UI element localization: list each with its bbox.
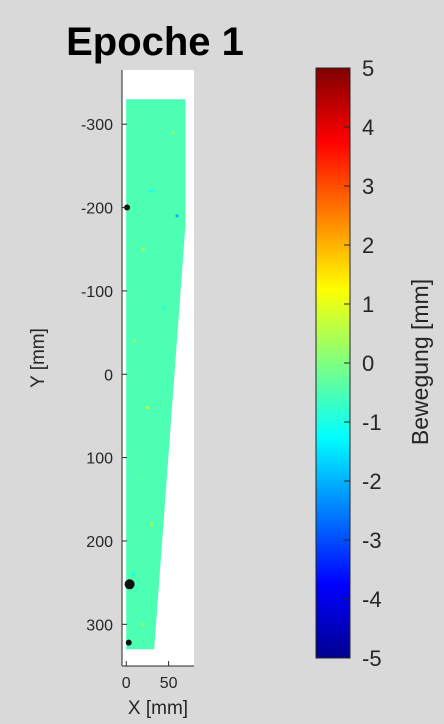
axes-layer: -300 -200 -100 0 100 200 300 0 50 (81, 70, 194, 692)
data-point (141, 622, 145, 626)
y-tick-label: -300 (81, 117, 113, 134)
y-tick-label: 0 (104, 367, 113, 384)
y-tick-label: -100 (81, 284, 113, 301)
x-tick-label: 50 (160, 675, 178, 692)
colorbar-tick-label: -2 (362, 469, 382, 494)
data-point (133, 339, 137, 343)
data-point (145, 405, 150, 410)
data-point (171, 130, 175, 135)
y-axis-label: Y [mm] (28, 328, 49, 388)
y-tick-label: 200 (86, 534, 113, 551)
colorbar-tick-label: 3 (362, 174, 374, 199)
colorbar-tick-label: -5 (362, 646, 382, 671)
data-point (162, 305, 166, 310)
colorbar-tick-label: 2 (362, 233, 374, 258)
colorbar-tick-label: -1 (362, 410, 382, 435)
data-point (175, 214, 179, 218)
y-tick-label: -200 (81, 201, 113, 218)
black-marker (125, 639, 132, 646)
colorbar-tick-label: 4 (362, 115, 374, 140)
y-tick-label: 300 (86, 617, 113, 634)
colorbar-tick-label: -4 (362, 587, 382, 612)
data-point (150, 189, 154, 193)
colorbar-tick-label: 1 (362, 292, 374, 317)
data-point (131, 572, 135, 576)
data-point (141, 247, 145, 251)
x-tick-label: 0 (122, 675, 131, 692)
colorbar-label: Bewegung [mm] (407, 279, 433, 445)
data-layer (124, 99, 186, 650)
specimen-surface (126, 99, 186, 650)
black-marker (124, 204, 131, 211)
colorbar-tick-label: -3 (362, 528, 382, 553)
y-tick-label: 100 (86, 451, 113, 468)
chart-title: Epoche 1 (66, 20, 244, 64)
data-point (150, 522, 154, 526)
colorbar-tick-label: 5 (362, 56, 374, 81)
colorbar-tick-label: 0 (362, 351, 374, 376)
x-axis-label: X [mm] (128, 698, 188, 719)
colorbar-ticks: 5 4 3 2 1 0 -1 -2 -3 -4 -5 (344, 56, 382, 671)
data-point (137, 472, 141, 476)
black-marker (124, 579, 135, 590)
